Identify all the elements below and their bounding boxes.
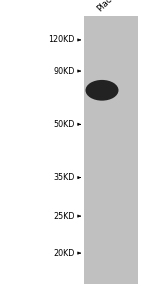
Text: 50KD: 50KD bbox=[54, 120, 75, 129]
Text: 20KD: 20KD bbox=[54, 249, 75, 258]
Ellipse shape bbox=[85, 80, 118, 101]
Text: 25KD: 25KD bbox=[54, 212, 75, 221]
Text: 120KD: 120KD bbox=[49, 36, 75, 44]
Bar bbox=[84, 16, 138, 284]
Text: 90KD: 90KD bbox=[54, 67, 75, 75]
Text: 35KD: 35KD bbox=[54, 173, 75, 182]
Text: Placenta: Placenta bbox=[95, 0, 127, 13]
